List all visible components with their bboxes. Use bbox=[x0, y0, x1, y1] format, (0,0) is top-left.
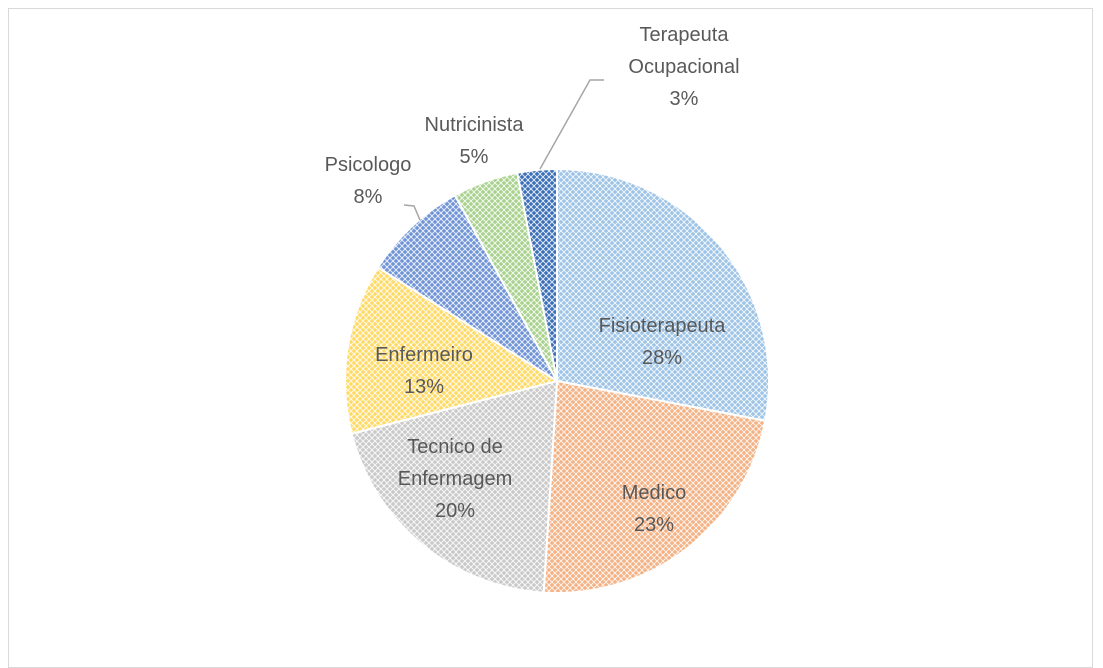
category-label: Medico bbox=[621, 482, 687, 504]
data-label: Tecnico de Enfermagem 20% bbox=[380, 431, 530, 527]
slice-border bbox=[350, 379, 559, 594]
category-label: Enfermeiro bbox=[375, 344, 473, 366]
category-label: Terapeuta Ocupacional bbox=[628, 24, 740, 78]
value-label: 3% bbox=[669, 88, 699, 110]
category-label: Nutricinista bbox=[424, 114, 524, 136]
value-label: 28% bbox=[641, 347, 683, 369]
data-label: Terapeuta Ocupacional 3% bbox=[599, 19, 769, 115]
value-label: 13% bbox=[403, 376, 445, 398]
data-label: Nutricinista 5% bbox=[374, 109, 574, 173]
value-label: 5% bbox=[459, 146, 489, 168]
data-label: Enfermeiro 13% bbox=[324, 339, 524, 403]
data-label: Medico 23% bbox=[554, 477, 754, 541]
data-label: Psicologo 8% bbox=[268, 149, 468, 213]
slice-border bbox=[344, 266, 560, 435]
category-label: Tecnico de Enfermagem bbox=[397, 436, 513, 490]
slice-border bbox=[542, 379, 767, 594]
value-label: 20% bbox=[434, 500, 476, 522]
value-label: 8% bbox=[353, 186, 383, 208]
slice-border bbox=[556, 167, 770, 422]
pie-slice bbox=[556, 168, 770, 422]
category-label: Psicologo bbox=[324, 154, 412, 176]
data-label: Fisioterapeuta 28% bbox=[562, 310, 762, 374]
slice-border bbox=[376, 193, 558, 382]
category-label: Fisioterapeuta bbox=[598, 315, 726, 337]
value-label: 23% bbox=[633, 514, 675, 536]
leader-line bbox=[403, 204, 421, 221]
slice-border bbox=[516, 167, 558, 382]
leader-line bbox=[539, 79, 604, 170]
